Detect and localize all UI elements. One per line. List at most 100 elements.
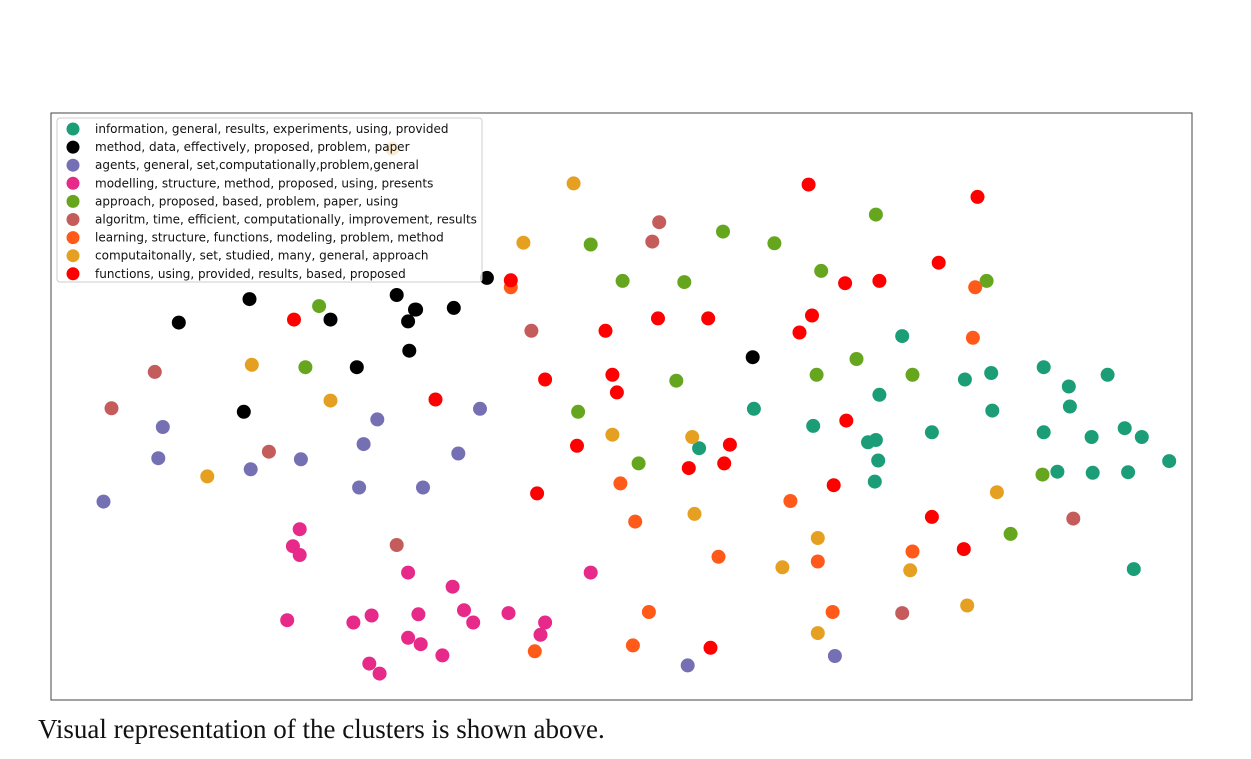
cluster-8-point <box>703 640 718 655</box>
legend-label-1: method, data, effectively, proposed, pro… <box>95 140 410 154</box>
cluster-6-point <box>968 280 983 295</box>
cluster-0-point <box>867 474 882 489</box>
cluster-1-point <box>745 350 760 365</box>
cluster-4-point <box>767 236 782 251</box>
cluster-6-point <box>613 476 628 491</box>
cluster-7-point <box>685 430 700 444</box>
cluster-2-point <box>473 401 487 416</box>
cluster-3-point <box>445 579 460 594</box>
cluster-4-point <box>615 273 630 288</box>
cluster-6-point <box>527 644 542 659</box>
cluster-8-point <box>530 486 545 501</box>
cluster-8-point <box>651 311 665 326</box>
cluster-3-point <box>362 656 377 671</box>
cluster-8-point <box>570 438 584 453</box>
cluster-2-point <box>356 437 371 452</box>
cluster-7-point <box>810 531 825 545</box>
cluster-5-point <box>147 364 162 379</box>
cluster-0-point <box>1121 465 1136 480</box>
cluster-8-point <box>605 367 620 382</box>
legend-marker-8 <box>66 267 80 281</box>
cluster-3-point <box>364 608 379 623</box>
cluster-5-point <box>652 215 667 230</box>
cluster-8-point <box>503 273 518 288</box>
cluster-2-point <box>151 451 166 466</box>
cluster-8-point <box>956 542 971 557</box>
cluster-6-point <box>905 544 920 559</box>
cluster-1-point <box>408 302 422 317</box>
cluster-0-point <box>868 433 883 447</box>
cluster-0-point <box>692 441 707 456</box>
cluster-8-point <box>722 437 737 452</box>
cluster-2-point <box>680 658 695 673</box>
cluster-1-point <box>349 360 364 375</box>
cluster-7-point <box>566 176 581 191</box>
legend: information, general, results, experimen… <box>56 117 483 283</box>
cluster-6-point <box>711 549 726 564</box>
cluster-7-point <box>960 598 975 613</box>
scatter-plot-svg: information, general, results, experimen… <box>50 112 1193 701</box>
legend-marker-3 <box>66 176 80 190</box>
cluster-8-point <box>872 273 887 288</box>
cluster-0-point <box>872 387 887 402</box>
legend-marker-2 <box>66 158 80 172</box>
cluster-3-point <box>292 548 307 562</box>
cluster-8-point <box>838 276 853 291</box>
cluster-8-point <box>839 413 854 428</box>
cluster-2-point <box>370 412 385 427</box>
cluster-0-point <box>1117 421 1132 436</box>
cluster-8-point <box>717 456 732 471</box>
cluster-0-point <box>1036 425 1051 440</box>
cluster-3-point <box>466 615 481 630</box>
cluster-8-point <box>931 255 946 270</box>
cluster-3-point <box>435 648 450 663</box>
cluster-2-point <box>96 494 111 509</box>
legend-marker-1 <box>66 140 80 154</box>
cluster-1-point <box>479 270 494 285</box>
cluster-4-point <box>669 373 684 388</box>
cluster-6-point <box>628 514 643 529</box>
cluster-5-point <box>1066 511 1081 526</box>
cluster-5-point <box>645 234 660 249</box>
cluster-3-point <box>501 606 516 621</box>
cluster-2-point <box>416 480 430 495</box>
cluster-3-point <box>457 603 471 618</box>
cluster-0-point <box>957 372 972 387</box>
cluster-7-point <box>244 357 259 372</box>
cluster-0-point <box>1162 454 1177 469</box>
cluster-8-point <box>681 461 696 476</box>
cluster-2-point <box>827 649 842 663</box>
legend-label-4: approach, proposed, based, problem, pape… <box>95 194 398 208</box>
cluster-6-point <box>965 330 980 345</box>
cluster-0-point <box>806 418 821 433</box>
cluster-6-point <box>810 554 825 569</box>
cluster-1-point <box>446 300 461 315</box>
cluster-4-point <box>905 367 920 382</box>
cluster-5-point <box>524 323 539 338</box>
cluster-2-point <box>155 420 170 434</box>
cluster-4-point <box>809 367 824 382</box>
cluster-3-point <box>538 615 553 630</box>
cluster-0-point <box>1036 360 1051 375</box>
cluster-3-point <box>280 613 295 628</box>
cluster-4-point <box>583 237 598 252</box>
legend-label-8: functions, using, provided, results, bas… <box>95 267 406 281</box>
cluster-8-point <box>428 392 443 407</box>
cluster-1-point <box>401 314 416 329</box>
cluster-4-point <box>868 207 883 222</box>
cluster-7-point <box>605 427 620 442</box>
cluster-2-point <box>352 480 367 495</box>
cluster-5-point <box>104 401 119 416</box>
cluster-4-point <box>1003 526 1018 541</box>
cluster-8-point <box>701 311 716 326</box>
cluster-1-point <box>402 343 417 358</box>
cluster-8-point <box>792 325 807 340</box>
cluster-1-point <box>323 312 338 327</box>
cluster-0-point <box>924 425 939 440</box>
cluster-3-point <box>411 607 426 622</box>
cluster-2-point <box>293 452 308 467</box>
cluster-0-point <box>1126 562 1141 577</box>
cluster-2-point <box>243 462 258 477</box>
cluster-4-point <box>716 224 730 239</box>
